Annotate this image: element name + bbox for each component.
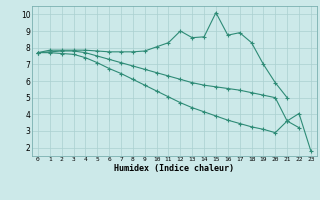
X-axis label: Humidex (Indice chaleur): Humidex (Indice chaleur) bbox=[115, 164, 234, 173]
